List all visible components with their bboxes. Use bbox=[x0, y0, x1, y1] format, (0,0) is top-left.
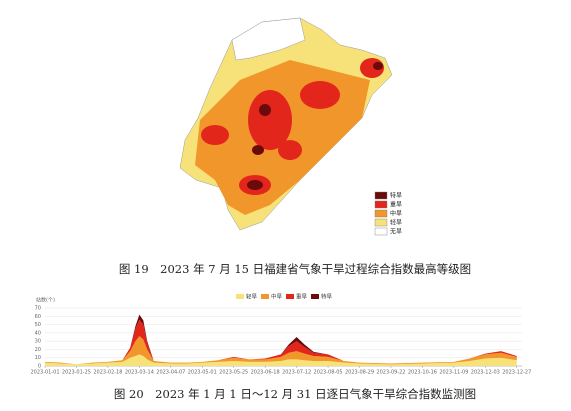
legend-label: 轻旱 bbox=[390, 219, 402, 227]
x-tick-label: 2023-04-07 bbox=[156, 370, 185, 376]
x-tick-label: 2023-01-25 bbox=[62, 370, 91, 376]
y-tick-label: 0 bbox=[38, 364, 41, 370]
map-region bbox=[373, 62, 383, 70]
legend-label: 特旱 bbox=[321, 293, 333, 301]
x-tick-label: 2023-09-22 bbox=[376, 370, 405, 376]
area bbox=[45, 314, 517, 365]
x-tick-label: 2023-02-18 bbox=[93, 370, 122, 376]
x-tick-label: 2023-03-14 bbox=[125, 370, 154, 376]
caption: 图 19 2023 年 7 月 15 日福建省气象干旱过程综合指数最高等级图 bbox=[119, 262, 471, 276]
y-tick-label: 70 bbox=[35, 306, 41, 312]
area bbox=[45, 319, 517, 365]
legend-swatch bbox=[311, 294, 319, 299]
x-tick-label: 2023-10-16 bbox=[408, 370, 437, 376]
caption: 图 20 2023 年 1 月 1 日～12 月 31 日逐日气象干旱综合指数监… bbox=[114, 387, 476, 401]
y-tick-label: 20 bbox=[35, 347, 41, 353]
y-axis-label: 站数(个) bbox=[36, 297, 55, 304]
legend-label: 无旱 bbox=[390, 229, 402, 236]
legend-label: 中旱 bbox=[271, 293, 283, 301]
map-region bbox=[247, 180, 263, 190]
x-tick-label: 2023-06-18 bbox=[251, 370, 280, 376]
y-tick-label: 50 bbox=[35, 322, 41, 328]
y-tick-label: 60 bbox=[35, 314, 41, 320]
map-region bbox=[252, 145, 264, 155]
legend-label: 中旱 bbox=[390, 210, 402, 218]
legend-swatch bbox=[374, 209, 388, 218]
area bbox=[45, 354, 517, 366]
legend-label: 特旱 bbox=[390, 192, 402, 200]
legend-swatch bbox=[374, 191, 388, 200]
map-region bbox=[278, 140, 302, 160]
y-tick-label: 40 bbox=[35, 330, 41, 336]
legend-swatch bbox=[236, 294, 244, 299]
legend-swatch bbox=[374, 218, 388, 227]
x-tick-label: 2023-05-25 bbox=[219, 370, 248, 376]
legend-swatch bbox=[374, 227, 388, 236]
map-region bbox=[231, 17, 306, 61]
legend-label: 重旱 bbox=[390, 201, 402, 209]
chart: 站数(个) 0 10 20 30 40 50 60 70 2023-01-01 2023-01-25… bbox=[30, 293, 531, 376]
legend-swatch bbox=[286, 294, 294, 299]
legend-label: 重旱 bbox=[296, 293, 308, 301]
x-tick-label: 2023-12-03 bbox=[471, 370, 500, 376]
x-tick-label: 2023-12-27 bbox=[502, 370, 531, 376]
x-tick-label: 2023-11-09 bbox=[439, 370, 468, 376]
x-tick-label: 2023-05-01 bbox=[188, 370, 217, 376]
legend-swatch bbox=[374, 200, 388, 209]
x-tick-label: 2023-08-05 bbox=[314, 370, 343, 376]
area bbox=[45, 336, 517, 365]
fujian-map bbox=[179, 17, 393, 231]
y-tick-label: 30 bbox=[35, 339, 41, 345]
map-region bbox=[201, 125, 229, 145]
legend-swatch bbox=[261, 294, 269, 299]
legend-label: 轻旱 bbox=[246, 293, 258, 301]
map-region bbox=[248, 90, 292, 150]
x-tick-label: 2023-01-01 bbox=[30, 370, 59, 376]
y-tick-label: 10 bbox=[35, 355, 41, 361]
x-tick-label: 2023-08-29 bbox=[345, 370, 374, 376]
map-region bbox=[300, 81, 340, 109]
x-tick-label: 2023-07-12 bbox=[282, 370, 311, 376]
map-region bbox=[259, 104, 271, 116]
